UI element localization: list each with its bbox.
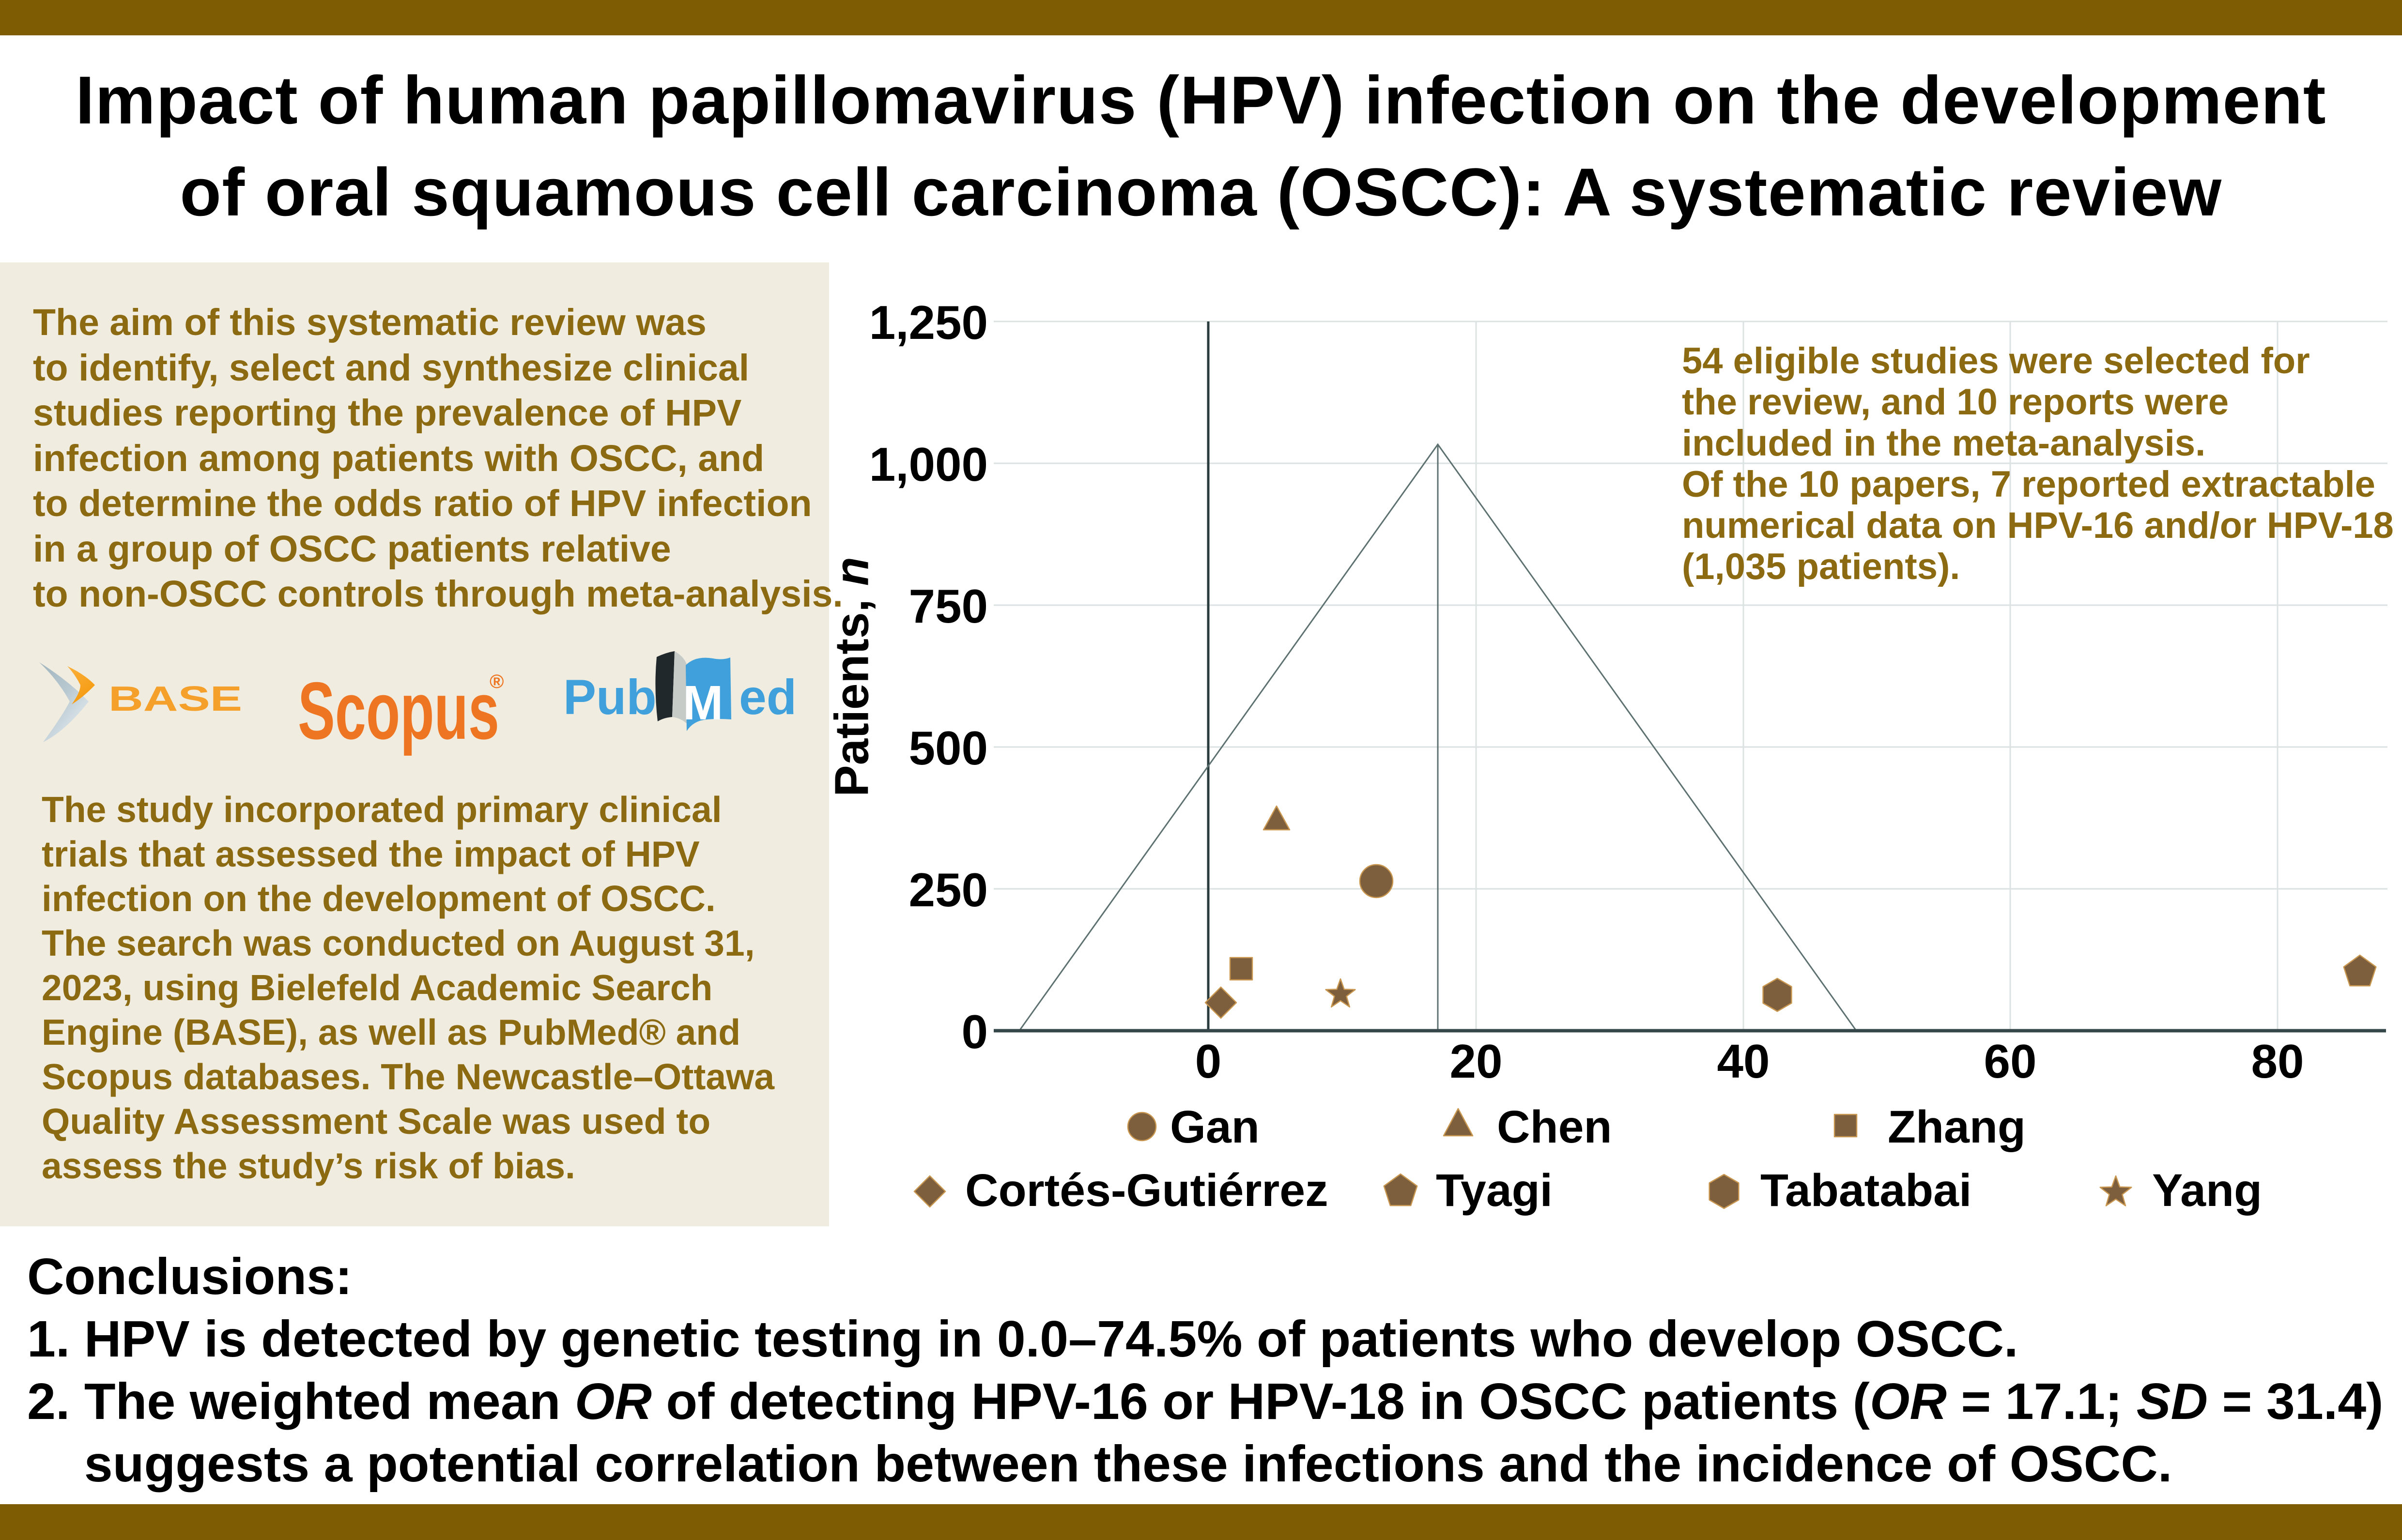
svg-text:M: M	[683, 676, 723, 730]
svg-text:Pub: Pub	[563, 670, 657, 725]
svg-text:®: ®	[490, 671, 504, 692]
svg-text:ed: ed	[739, 670, 797, 725]
svg-text:Scopus: Scopus	[298, 671, 499, 756]
svg-text:BASE: BASE	[108, 680, 242, 718]
